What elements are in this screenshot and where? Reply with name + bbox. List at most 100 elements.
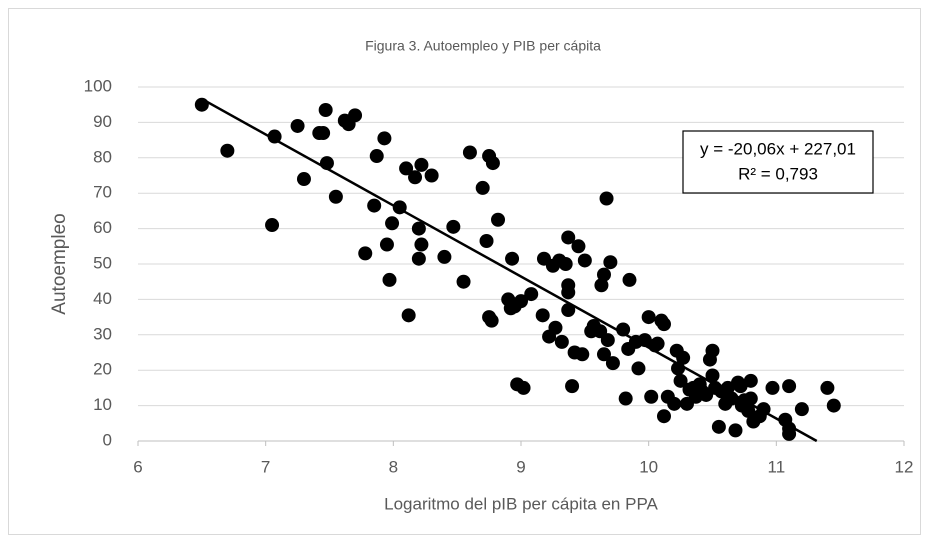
x-tick-label: 10: [639, 457, 658, 476]
point: [382, 272, 397, 287]
chart-title: Figura 3. Autoempleo y PIB per cápita: [365, 38, 601, 54]
x-axis-title: Logaritmo del pIB per cápita en PPA: [384, 494, 658, 513]
x-tick-label: 9: [516, 457, 525, 476]
trendline: [201, 97, 818, 443]
y-tick-label: 70: [93, 183, 112, 202]
point: [596, 347, 611, 362]
point: [290, 118, 305, 133]
point: [296, 172, 311, 187]
point: [565, 379, 580, 394]
x-tick-label: 6: [133, 457, 142, 476]
point: [561, 285, 576, 300]
y-tick-label: 90: [93, 112, 112, 131]
point: [558, 257, 573, 271]
point: [673, 373, 688, 388]
point: [367, 198, 382, 213]
x-tick-label: 8: [389, 457, 398, 476]
point: [316, 126, 331, 141]
point: [408, 170, 423, 185]
y-tick-label: 40: [93, 289, 112, 308]
point: [485, 156, 500, 171]
point: [484, 313, 499, 328]
point: [644, 389, 659, 404]
point: [667, 396, 682, 411]
point: [505, 251, 520, 266]
point: [456, 274, 471, 289]
point: [618, 391, 633, 406]
r-squared: R² = 0,793: [738, 164, 818, 183]
point: [605, 356, 620, 371]
point: [743, 373, 758, 388]
point: [516, 380, 531, 395]
point: [641, 310, 656, 325]
point: [369, 149, 384, 164]
point: [414, 237, 429, 252]
point: [358, 246, 373, 261]
point: [711, 419, 726, 434]
point: [728, 423, 743, 438]
point: [622, 272, 637, 287]
point: [575, 347, 590, 362]
y-tick-label: 20: [93, 360, 112, 379]
point: [765, 380, 780, 395]
point: [656, 317, 671, 332]
point: [820, 380, 835, 395]
point: [265, 218, 280, 233]
y-axis-title: Autoempleo: [49, 213, 70, 314]
y-tick-label: 80: [93, 147, 112, 166]
point: [705, 368, 720, 383]
point: [782, 421, 797, 436]
point: [514, 294, 528, 309]
y-tick-label: 30: [93, 324, 112, 343]
point: [524, 287, 539, 302]
x-tick-label: 7: [261, 457, 270, 476]
point: [705, 343, 720, 358]
point: [411, 251, 426, 266]
point: [596, 267, 611, 282]
point: [475, 180, 490, 195]
point: [437, 249, 452, 264]
point: [377, 131, 392, 146]
point: [535, 308, 550, 323]
point: [411, 221, 426, 236]
point: [554, 334, 569, 349]
point: [616, 322, 631, 337]
point: [794, 402, 809, 417]
point: [399, 161, 414, 176]
point: [826, 398, 841, 413]
point: [424, 168, 439, 183]
point: [491, 212, 506, 227]
equation: y = -20,06x + 227,01: [700, 139, 856, 158]
y-tick-label: 100: [84, 76, 112, 95]
point: [318, 103, 333, 118]
point: [782, 379, 797, 394]
point: [599, 191, 614, 206]
point: [603, 255, 618, 270]
point: [561, 303, 576, 318]
point: [650, 336, 665, 351]
y-tick-label: 10: [93, 395, 112, 414]
y-tick-label: 50: [93, 253, 112, 272]
point: [548, 320, 563, 335]
point: [594, 278, 609, 293]
point: [401, 308, 416, 323]
point: [571, 239, 586, 254]
y-tick-label: 0: [103, 430, 112, 449]
y-tick-label: 60: [93, 218, 112, 237]
point: [561, 230, 576, 245]
point: [220, 143, 235, 158]
point: [479, 233, 494, 248]
point: [462, 145, 477, 160]
equation-box: [682, 130, 874, 194]
x-tick-label: 11: [768, 457, 786, 476]
point: [741, 403, 756, 418]
point: [446, 219, 461, 234]
point: [577, 253, 592, 268]
x-tick-label: 12: [895, 457, 914, 476]
point: [379, 237, 394, 252]
point: [414, 157, 429, 172]
point: [676, 350, 691, 365]
point: [656, 409, 671, 424]
chart-border: [8, 8, 921, 535]
